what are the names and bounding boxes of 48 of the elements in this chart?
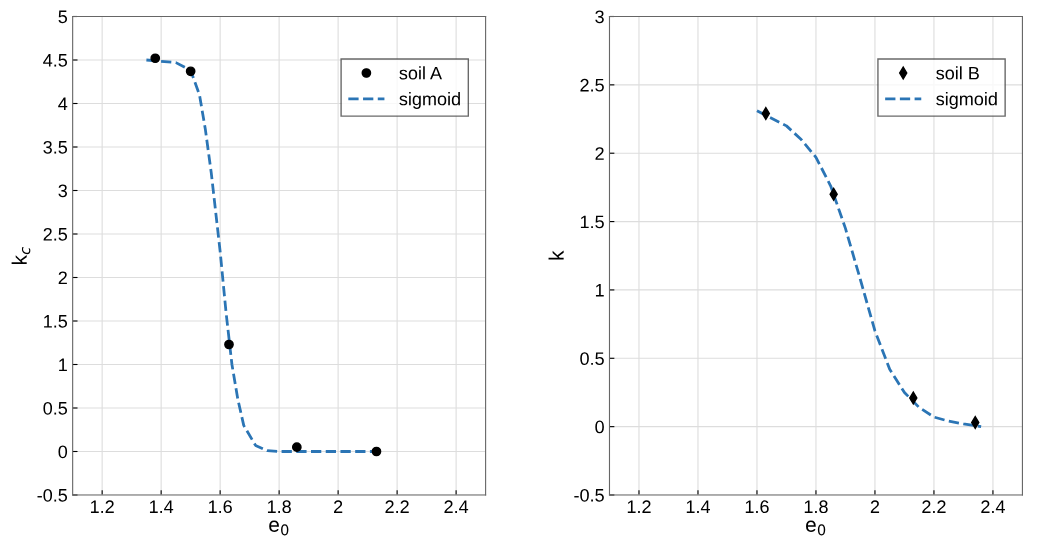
legend-label: soil B xyxy=(936,66,979,80)
y-tick-label: 3 xyxy=(58,184,68,198)
x-tick-label: 1.6 xyxy=(745,500,769,514)
y-tick-label: 1 xyxy=(59,358,67,372)
x-tick-label: 1.8 xyxy=(804,500,828,514)
x-tick-label: 2.2 xyxy=(385,500,409,513)
y-tick-label: 0 xyxy=(595,420,604,434)
point xyxy=(291,442,302,453)
x-tick-label: 2.4 xyxy=(981,500,1005,513)
y-axis-title: k xyxy=(548,250,564,260)
y-tick-label: 1.5 xyxy=(44,315,68,328)
y-tick-label: 2.5 xyxy=(580,78,604,92)
x-tick-label: 1.4 xyxy=(149,500,174,513)
y-tick-label: 2 xyxy=(595,147,604,160)
y-tick-label: 3 xyxy=(595,10,604,24)
y-tick-label: 0.5 xyxy=(580,352,604,366)
x-axis-title: e$_{0}$ xyxy=(269,520,289,536)
y-tick-label: 1.5 xyxy=(580,215,604,229)
y-tick-label: 1 xyxy=(595,284,604,297)
y-tick-label: 5 xyxy=(58,10,68,24)
y-tick-label: 0.5 xyxy=(43,401,68,415)
point xyxy=(150,53,161,64)
line-series xyxy=(755,109,983,429)
point xyxy=(371,446,382,457)
x-tick-label: 1.2 xyxy=(90,500,114,513)
legend-label: sigmoid xyxy=(936,92,997,109)
y-tick-label: 0 xyxy=(58,445,68,459)
y-tick-label: 2.5 xyxy=(43,227,68,241)
x-tick-label: 1.8 xyxy=(267,500,291,514)
x-tick-label: 1.6 xyxy=(208,500,232,514)
point xyxy=(185,66,196,77)
x-tick-label: 2.2 xyxy=(922,500,946,513)
y-tick-label: 3.5 xyxy=(43,140,68,154)
y-tick-label: -0.5 xyxy=(574,488,604,502)
point xyxy=(224,339,234,350)
y-tick-label: 4 xyxy=(58,97,68,111)
y-axis-title: k$_{c}$ xyxy=(11,247,31,265)
y-tick-label: -0.5 xyxy=(37,488,68,502)
y-tick-label: 2 xyxy=(58,271,67,285)
y-tick-label: 4.5 xyxy=(43,54,68,67)
x-axis-title: e$_{0}$ xyxy=(806,520,826,536)
x-tick-label: 2 xyxy=(870,500,880,513)
x-tick-label: 1.2 xyxy=(627,500,651,513)
x-tick-label: 2.4 xyxy=(444,500,469,513)
x-tick-label: 2 xyxy=(334,500,343,513)
x-tick-label: 1.4 xyxy=(686,500,710,513)
legend-label: soil A xyxy=(399,66,442,80)
legend-label: sigmoid xyxy=(399,92,460,109)
